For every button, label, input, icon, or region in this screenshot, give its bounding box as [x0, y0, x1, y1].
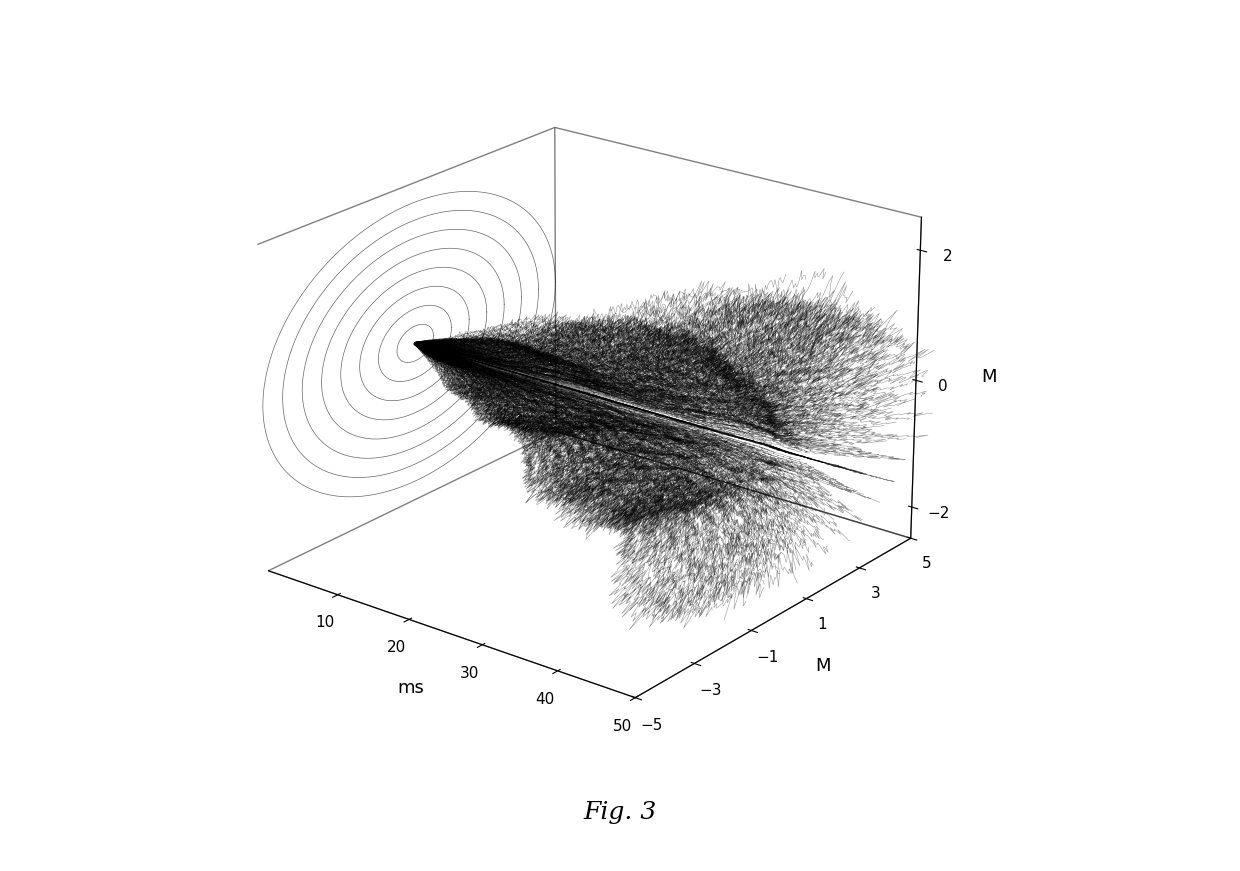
X-axis label: ms: ms: [397, 679, 424, 697]
Y-axis label: M: M: [815, 657, 831, 675]
Text: Fig. 3: Fig. 3: [583, 800, 657, 824]
